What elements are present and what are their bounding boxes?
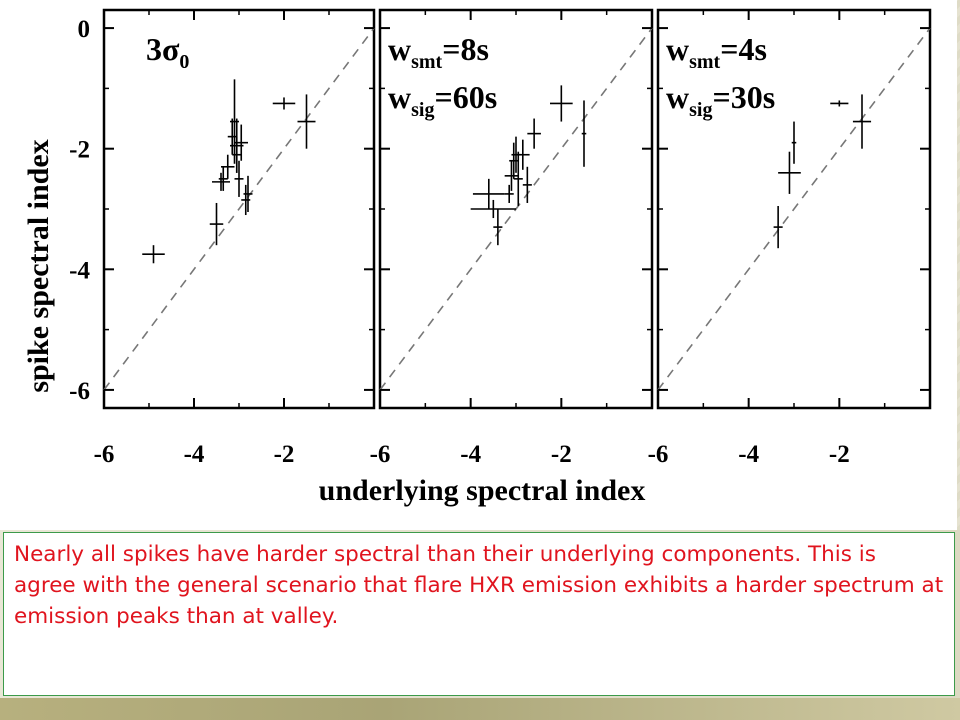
diagonal-reference-line [657,27,931,391]
annotation-subscript: sig [689,99,712,121]
scatter-chart-svg: spike spectral index underlying spectral… [22,8,932,507]
data-point [227,118,237,155]
annotation-main: w [388,31,411,67]
x-tick-label: -6 [370,441,391,468]
data-point [773,205,783,249]
x-tick-label: -2 [551,441,572,468]
annotation-subscript: 0 [179,51,189,73]
caption-box: Nearly all spikes have harder spectral t… [3,532,955,696]
annotation-equation: =8s [442,31,489,67]
data-point [470,199,516,219]
caption-text: Nearly all spikes have harder spectral t… [14,542,944,629]
y-tick-label: -2 [69,137,90,164]
x-tick-label: -2 [274,441,295,468]
bottom-decoration-strip [0,698,960,720]
x-tick-label: -4 [738,441,759,468]
x-tick-label: -6 [94,441,115,468]
data-point [852,94,872,149]
x-tick-label: -4 [184,441,205,468]
annotation-main: 3σ [146,31,180,67]
x-tick-label: -4 [460,441,481,468]
data-point [472,178,505,209]
data-point [550,85,573,122]
panel-annotation: wsig=60s [388,79,497,121]
data-point [509,142,519,179]
data-point [209,202,224,246]
data-point [522,166,532,203]
y-axis-label: spike spectral index [22,139,55,392]
annotation-subscript: sig [411,99,434,121]
annotation-subscript: smt [411,51,442,73]
y-tick-label: -4 [69,257,90,284]
data-point [791,121,797,164]
x-tick-label: -2 [829,441,850,468]
annotation-main: w [666,31,689,67]
data-point [513,151,523,206]
panel-annotation: wsmt=8s [388,31,489,73]
panel-annotation: wsmt=4s [666,31,767,73]
data-point [241,184,251,216]
data-point [516,139,530,170]
data-point [212,172,230,191]
data-point [493,209,503,246]
panel-annotation: 3σ0 [146,31,189,73]
data-point [504,160,519,191]
data-point [527,118,541,149]
data-point [778,151,801,194]
annotation-subscript: smt [689,51,720,73]
annotation-equation: =60s [434,79,497,115]
data-point [234,124,248,161]
annotation-equation: =4s [720,31,767,67]
data-point [234,160,244,197]
data-point [230,79,239,164]
y-tick-label: 0 [78,16,91,43]
x-tick-label: -6 [648,441,669,468]
annotation-main: w [666,79,689,115]
panel-annotation: wsig=30s [666,79,775,121]
data-point [830,100,849,107]
data-point [142,245,165,264]
data-point [218,166,228,191]
x-axis-label: underlying spectral index [319,474,646,507]
annotation-equation: =30s [712,79,775,115]
data-point [581,100,587,167]
data-point [504,184,514,203]
data-point [243,175,253,213]
annotation-main: w [388,79,411,115]
data-point [297,94,316,149]
y-tick-label: -6 [69,378,90,405]
diagonal-reference-line [103,27,375,391]
data-point [272,97,296,110]
data-point [221,154,235,179]
chart-figure: spike spectral index underlying spectral… [22,8,932,507]
